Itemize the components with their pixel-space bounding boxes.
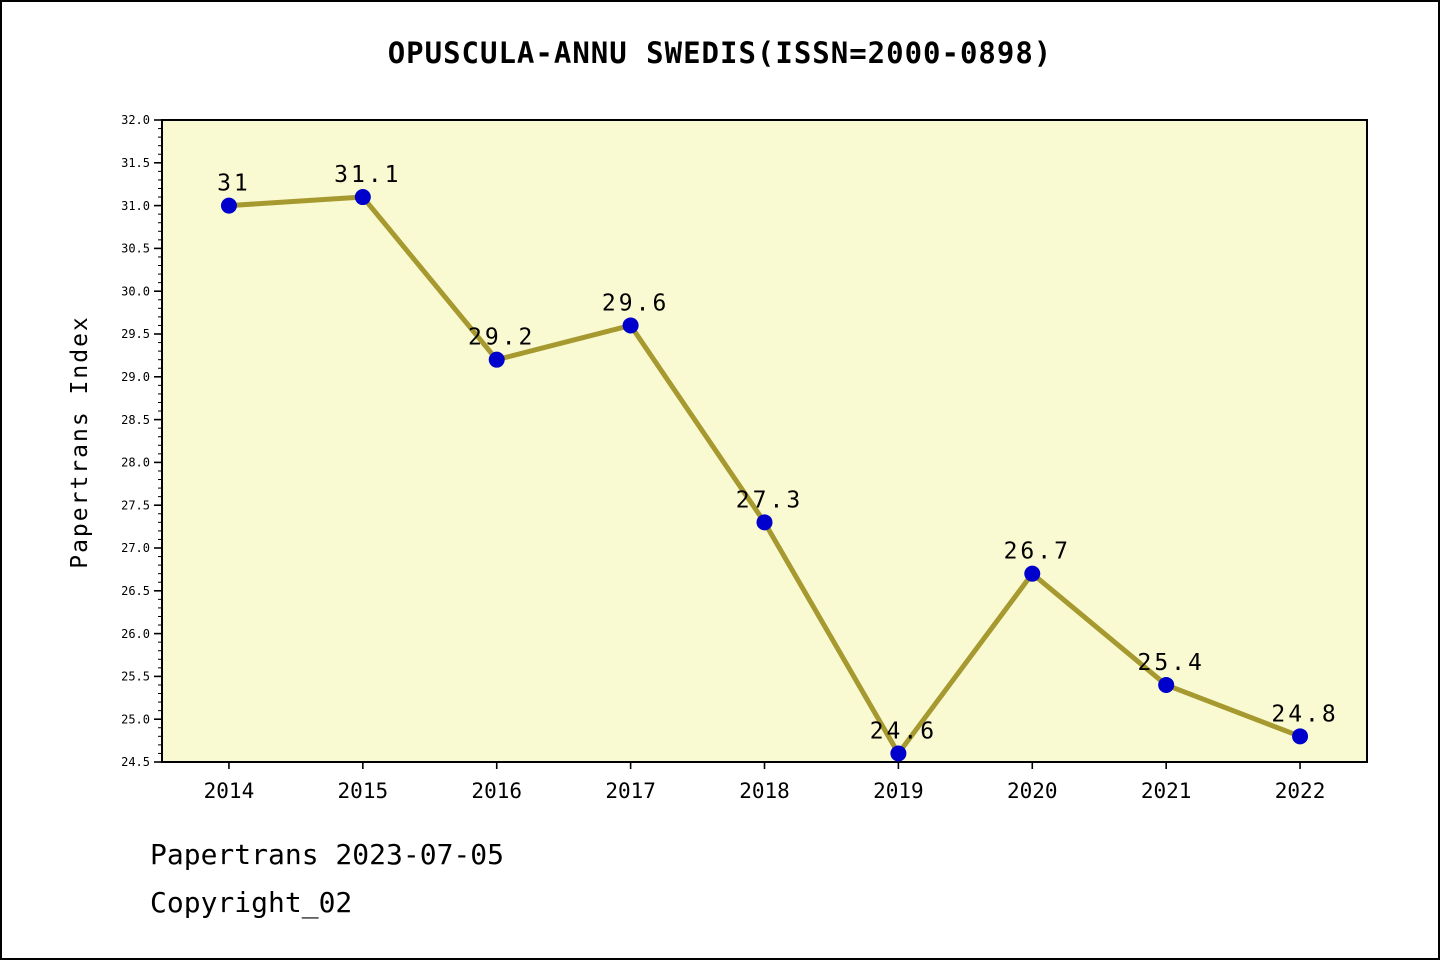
svg-text:24.6: 24.6 [870,718,937,744]
svg-text:2018: 2018 [739,779,790,803]
svg-text:31: 31 [217,171,251,197]
svg-text:25.5: 25.5 [121,670,150,684]
svg-text:27.3: 27.3 [736,487,803,513]
svg-text:30.5: 30.5 [121,242,150,256]
svg-text:2017: 2017 [605,779,656,803]
svg-text:29.6: 29.6 [602,290,669,316]
svg-text:26.0: 26.0 [121,627,150,641]
svg-text:2022: 2022 [1275,779,1326,803]
svg-text:32.0: 32.0 [121,113,150,127]
svg-text:27.5: 27.5 [121,498,150,512]
chart-title: OPUSCULA-ANNU SWEDIS(ISSN=2000-0898) [387,36,1053,70]
footer-date: Papertrans 2023-07-05 [150,838,505,871]
svg-text:28.5: 28.5 [121,413,150,427]
svg-text:25.0: 25.0 [121,712,150,726]
svg-text:30.0: 30.0 [121,284,150,298]
svg-text:26.5: 26.5 [121,584,150,598]
svg-text:2014: 2014 [204,779,255,803]
footer-copyright: Copyright_02 [150,886,353,919]
svg-text:27.0: 27.0 [121,541,150,555]
svg-text:2019: 2019 [873,779,924,803]
svg-text:24.5: 24.5 [121,755,150,769]
svg-text:24.8: 24.8 [1271,701,1338,727]
svg-text:25.4: 25.4 [1137,650,1204,676]
svg-text:29.2: 29.2 [468,325,535,351]
svg-text:2015: 2015 [338,779,389,803]
svg-text:28.0: 28.0 [121,456,150,470]
svg-text:31.1: 31.1 [334,162,401,188]
svg-text:31.0: 31.0 [121,199,150,213]
svg-text:2016: 2016 [471,779,522,803]
svg-text:26.7: 26.7 [1004,539,1071,565]
svg-text:31.5: 31.5 [121,156,150,170]
svg-text:2020: 2020 [1007,779,1058,803]
svg-text:2021: 2021 [1141,779,1192,803]
svg-text:29.5: 29.5 [121,327,150,341]
svg-text:29.0: 29.0 [121,370,150,384]
